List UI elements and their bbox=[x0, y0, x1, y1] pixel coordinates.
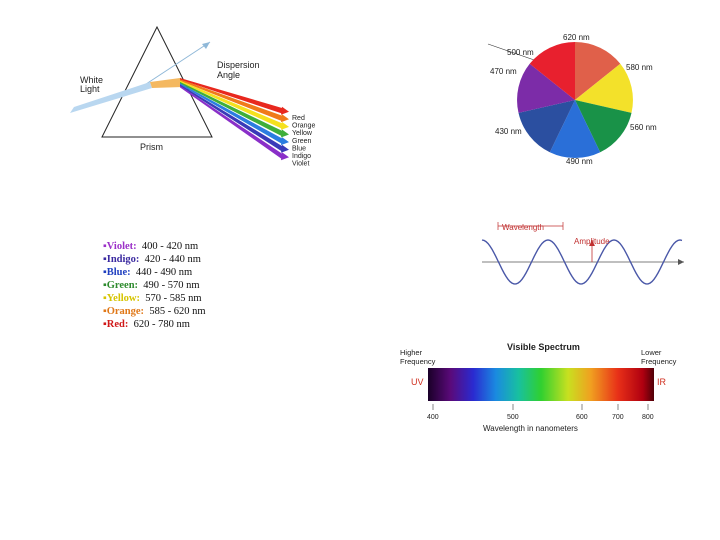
band-label: Yellow bbox=[292, 130, 313, 137]
band-arrow-icon bbox=[281, 144, 289, 153]
pointer-line bbox=[487, 43, 541, 63]
amplitude-arrow-icon bbox=[589, 240, 595, 246]
band-arrow-icon bbox=[281, 152, 289, 161]
wheel-sector bbox=[575, 63, 633, 113]
prism-label: Prism bbox=[140, 142, 163, 152]
color-range-item: ▪Indigo: 420 - 440 nm bbox=[103, 253, 206, 266]
sine-wave bbox=[481, 239, 683, 285]
bullet-icon: ▪ bbox=[103, 319, 107, 330]
spectrum-tick-label: 800 bbox=[642, 414, 654, 421]
band-arrow-icon bbox=[281, 137, 289, 146]
color-range-value: 400 - 420 nm bbox=[136, 241, 199, 252]
band-indigo bbox=[180, 84, 282, 152]
band-arrow-icon bbox=[281, 114, 289, 123]
band-yellow bbox=[180, 80, 282, 129]
color-range-value: 420 - 440 nm bbox=[139, 254, 201, 265]
color-range-item: ▪Blue: 440 - 490 nm bbox=[103, 266, 206, 279]
spectrum-tick-label: 600 bbox=[576, 414, 588, 421]
ir-label: IR bbox=[657, 377, 667, 387]
band-red bbox=[180, 78, 282, 114]
wheel-sector bbox=[517, 63, 575, 113]
band-arrow-icon bbox=[281, 129, 289, 138]
color-range-item: ▪Violet: 400 - 420 nm bbox=[103, 240, 206, 253]
color-range-list: ▪Violet: 400 - 420 nm ▪Indigo: 420 - 440 … bbox=[103, 240, 206, 331]
spectrum-bands bbox=[180, 78, 289, 161]
internal-beam bbox=[150, 78, 183, 88]
arrowhead-icon bbox=[202, 42, 210, 49]
color-range-value: 585 - 620 nm bbox=[144, 306, 206, 317]
dispersion-angle-label: Dispersion Angle bbox=[217, 60, 262, 80]
spectrum-tick-label: 500 bbox=[507, 414, 519, 421]
wheel-sector bbox=[575, 42, 621, 100]
color-name: Violet: bbox=[106, 241, 137, 252]
band-orange bbox=[180, 79, 282, 122]
wheel-label: 430 nm bbox=[495, 127, 522, 136]
wave-diagram: Wavelength Amplitude bbox=[481, 222, 684, 285]
bullet-icon: ▪ bbox=[103, 267, 107, 278]
color-range-value: 490 - 570 nm bbox=[138, 280, 200, 291]
wheel-label: 580 nm bbox=[626, 63, 653, 72]
visible-spectrum: Visible Spectrum Higher Frequency Lower … bbox=[400, 342, 677, 433]
normal-line bbox=[139, 41, 211, 89]
band-violet bbox=[180, 85, 282, 160]
bullet-icon: ▪ bbox=[103, 254, 107, 265]
color-name: Green: bbox=[106, 280, 139, 291]
band-label: Green bbox=[292, 138, 312, 145]
band-label: Red bbox=[292, 115, 305, 122]
axis-arrow-icon bbox=[678, 259, 684, 265]
color-name: Yellow: bbox=[106, 293, 140, 304]
spectrum-tick-label: 700 bbox=[612, 414, 624, 421]
wheel-sector bbox=[518, 100, 575, 153]
band-label: Orange bbox=[292, 123, 315, 130]
color-range-value: 440 - 490 nm bbox=[130, 267, 193, 278]
wheel-label: 500 nm bbox=[507, 48, 534, 57]
spectrum-tick-label: 400 bbox=[427, 414, 439, 421]
color-range-value: 620 - 780 nm bbox=[128, 319, 190, 330]
spectrum-xlabel: Wavelength in nanometers bbox=[483, 424, 578, 433]
wheel-sector bbox=[575, 100, 632, 153]
color-range-item: ▪Orange: 585 - 620 nm bbox=[103, 305, 206, 318]
color-range-item: ▪Red: 620 - 780 nm bbox=[103, 318, 206, 331]
uv-label: UV bbox=[411, 377, 424, 387]
band-label: Blue bbox=[292, 145, 306, 152]
band-green bbox=[180, 81, 282, 137]
color-wheel: 620 nm 580 nm 560 nm 490 nm 430 nm 470 nm 500 … bbox=[487, 33, 657, 166]
wheel-sector bbox=[549, 100, 601, 159]
color-name: Blue: bbox=[106, 267, 131, 278]
wheel-label: 490 nm bbox=[566, 157, 593, 166]
lower-frequency-label: Lower Frequency bbox=[641, 348, 677, 366]
band-label: Violet bbox=[292, 161, 309, 168]
color-range-value: 570 - 585 nm bbox=[139, 293, 202, 304]
color-name: Indigo: bbox=[106, 254, 140, 265]
spectrum-bar bbox=[428, 368, 654, 401]
color-name: Red: bbox=[106, 319, 129, 330]
wheel-label: 620 nm bbox=[563, 33, 590, 42]
white-light-label: White Light bbox=[80, 75, 106, 94]
wheel-label: 560 nm bbox=[630, 123, 657, 132]
bullet-icon: ▪ bbox=[103, 306, 107, 317]
band-arrow-icon bbox=[281, 121, 289, 130]
amplitude-label: Amplitude bbox=[574, 237, 610, 246]
spectrum-title: Visible Spectrum bbox=[507, 342, 580, 352]
band-blue bbox=[180, 83, 282, 144]
higher-frequency-label: Higher Frequency bbox=[400, 348, 436, 366]
bullet-icon: ▪ bbox=[103, 241, 107, 252]
color-range-item: ▪Yellow: 570 - 585 nm bbox=[103, 292, 206, 305]
band-arrow-icon bbox=[281, 106, 289, 115]
color-range-item: ▪Green: 490 - 570 nm bbox=[103, 279, 206, 292]
white-light-beam bbox=[70, 82, 152, 113]
bullet-icon: ▪ bbox=[103, 293, 107, 304]
wavelength-label: Wavelength bbox=[502, 223, 544, 232]
bullet-icon: ▪ bbox=[103, 280, 107, 291]
color-name: Orange: bbox=[106, 306, 145, 317]
band-label: Indigo bbox=[292, 153, 311, 160]
wheel-label: 470 nm bbox=[490, 67, 517, 76]
wheel-sector bbox=[529, 42, 575, 100]
